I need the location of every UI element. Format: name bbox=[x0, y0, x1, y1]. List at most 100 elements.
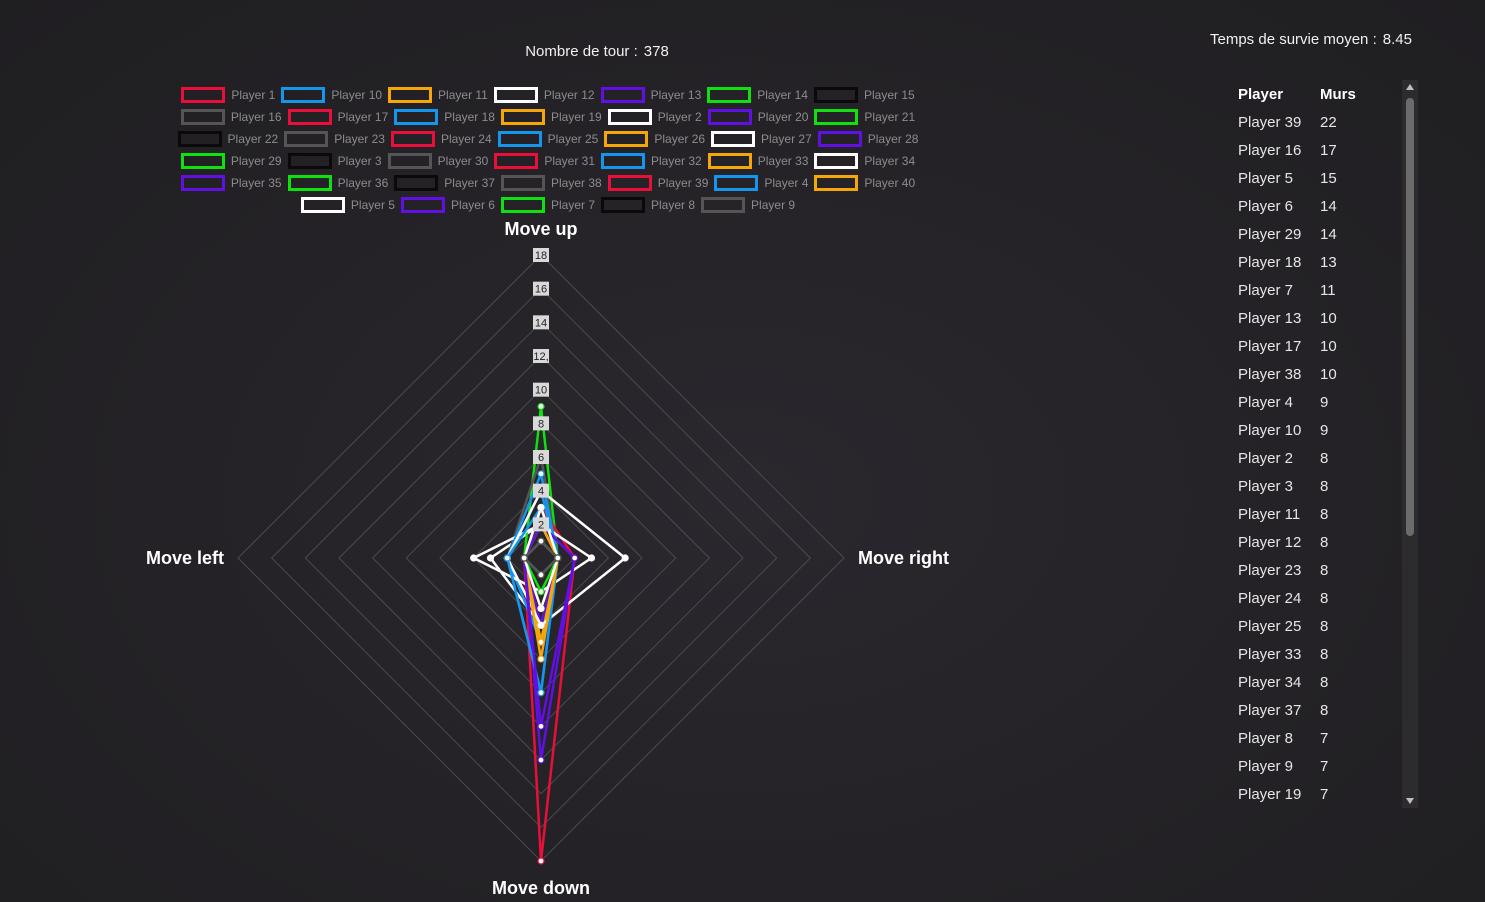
walls-cell: 13 bbox=[1320, 253, 1337, 271]
legend-item[interactable]: Player 13 bbox=[600, 87, 702, 103]
walls-cell: 8 bbox=[1320, 449, 1329, 467]
legend-label: Player 2 bbox=[657, 110, 702, 124]
player-cell: Player 23 bbox=[1238, 561, 1302, 579]
column-header-walls: Murs bbox=[1320, 85, 1356, 103]
walls-cell: 8 bbox=[1320, 533, 1329, 551]
legend-item[interactable]: Player 29 bbox=[180, 153, 282, 169]
legend-label: Player 8 bbox=[651, 198, 696, 212]
legend-swatch bbox=[497, 131, 542, 147]
player-cell: Player 6 bbox=[1238, 197, 1294, 215]
legend-item[interactable]: Player 35 bbox=[180, 175, 282, 191]
tick-label-bg bbox=[533, 517, 549, 532]
legend-item[interactable]: Player 9 bbox=[701, 197, 795, 213]
tick-label-bg bbox=[533, 483, 549, 498]
scroll-up-icon[interactable] bbox=[1406, 84, 1414, 90]
legend-item[interactable]: Player 11 bbox=[388, 87, 488, 103]
walls-cell: 14 bbox=[1320, 225, 1337, 243]
legend-swatch bbox=[604, 131, 649, 147]
legend-item[interactable]: Player 27 bbox=[711, 131, 812, 147]
legend-item[interactable]: Player 8 bbox=[601, 197, 695, 213]
legend-item[interactable]: Player 19 bbox=[500, 109, 602, 125]
legend-swatch bbox=[180, 153, 225, 169]
axis-label: Move down bbox=[492, 878, 590, 898]
table-row: Player 11 8 bbox=[1230, 500, 1380, 528]
legend-item[interactable]: Player 15 bbox=[813, 87, 915, 103]
legend-label: Player 27 bbox=[761, 132, 812, 146]
legend-item[interactable]: Player 18 bbox=[394, 109, 495, 125]
scroll-thumb[interactable] bbox=[1406, 98, 1414, 536]
legend-item[interactable]: Player 32 bbox=[601, 153, 702, 169]
legend-label: Player 31 bbox=[544, 154, 596, 168]
scroll-down-icon[interactable] bbox=[1406, 798, 1414, 804]
legend-item[interactable]: Player 39 bbox=[607, 175, 708, 191]
legend-item[interactable]: Player 25 bbox=[497, 131, 598, 147]
legend-item[interactable]: Player 14 bbox=[707, 87, 808, 103]
legend-item[interactable]: Player 4 bbox=[714, 175, 808, 191]
legend-label: Player 22 bbox=[227, 132, 279, 146]
data-point bbox=[537, 571, 545, 579]
legend-item[interactable]: Player 12 bbox=[493, 87, 595, 103]
legend-item[interactable]: Player 33 bbox=[707, 153, 808, 169]
legend-item[interactable]: Player 26 bbox=[604, 131, 705, 147]
data-point bbox=[520, 554, 528, 562]
legend-item[interactable]: Player 6 bbox=[400, 197, 495, 213]
legend-swatch bbox=[711, 131, 756, 147]
legend-swatch bbox=[493, 87, 538, 103]
legend-swatch bbox=[601, 153, 646, 169]
data-point bbox=[503, 554, 511, 562]
walls-cell: 15 bbox=[1320, 169, 1337, 187]
walls-cell: 8 bbox=[1320, 617, 1329, 635]
table-row: Player 17 10 bbox=[1230, 332, 1380, 360]
legend-item[interactable]: Player 22 bbox=[177, 131, 279, 147]
legend-item[interactable]: Player 23 bbox=[284, 131, 385, 147]
tick-label-bg bbox=[533, 450, 549, 464]
tick-label-bg bbox=[533, 281, 549, 296]
legend-item[interactable]: Player 17 bbox=[287, 109, 388, 125]
table-row: Player 12 8 bbox=[1230, 528, 1380, 556]
player-cell: Player 11 bbox=[1238, 505, 1301, 523]
legend-item[interactable]: Player 36 bbox=[287, 175, 388, 191]
walls-cell: 7 bbox=[1320, 785, 1329, 803]
table-scrollbar[interactable] bbox=[1402, 80, 1418, 808]
legend-item[interactable]: Player 10 bbox=[281, 87, 382, 103]
player-cell: Player 5 bbox=[1238, 169, 1294, 187]
legend-item[interactable]: Player 28 bbox=[817, 131, 918, 147]
walls-cell: 17 bbox=[1320, 141, 1337, 159]
legend-swatch bbox=[284, 131, 329, 147]
legend-item[interactable]: Player 7 bbox=[500, 197, 595, 213]
legend-item[interactable]: Player 3 bbox=[287, 153, 382, 169]
legend-item[interactable]: Player 24 bbox=[390, 131, 492, 147]
legend-item[interactable]: Player 40 bbox=[814, 175, 915, 191]
average-survival-value: 8.45 bbox=[1382, 31, 1412, 48]
legend-swatch bbox=[180, 175, 225, 191]
legend-item[interactable]: Player 31 bbox=[494, 153, 595, 169]
tick-label-bg bbox=[533, 349, 549, 363]
legend-item[interactable]: Player 30 bbox=[387, 153, 488, 169]
legend-swatch bbox=[814, 109, 859, 125]
legend-item[interactable]: Player 20 bbox=[707, 109, 808, 125]
legend-swatch bbox=[177, 131, 222, 147]
legend-item[interactable]: Player 2 bbox=[607, 109, 702, 125]
legend-swatch bbox=[714, 175, 759, 191]
legend-label: Player 34 bbox=[864, 154, 916, 168]
table-row: Player 37 8 bbox=[1230, 696, 1380, 724]
legend-item[interactable]: Player 34 bbox=[814, 153, 915, 169]
legend-item[interactable]: Player 37 bbox=[394, 175, 495, 191]
legend-item[interactable]: Player 1 bbox=[181, 87, 275, 103]
data-point bbox=[537, 503, 545, 512]
legend-item[interactable]: Player 38 bbox=[500, 175, 602, 191]
legend-label: Player 13 bbox=[650, 88, 702, 102]
legend-label: Player 3 bbox=[337, 154, 382, 168]
legend-item[interactable]: Player 21 bbox=[814, 109, 915, 125]
legend-swatch bbox=[607, 175, 652, 191]
table-row: Player 34 8 bbox=[1230, 668, 1380, 696]
legend-swatch bbox=[494, 153, 539, 169]
walls-cell: 7 bbox=[1320, 757, 1329, 775]
player-cell: Player 7 bbox=[1238, 281, 1294, 299]
legend-label: Player 21 bbox=[864, 110, 916, 124]
legend-item[interactable]: Player 5 bbox=[300, 197, 395, 213]
column-header-player: Player bbox=[1238, 85, 1284, 103]
table-row: Player 19 7 bbox=[1230, 780, 1380, 808]
legend-item[interactable]: Player 16 bbox=[180, 109, 282, 125]
legend-swatch bbox=[287, 109, 332, 125]
